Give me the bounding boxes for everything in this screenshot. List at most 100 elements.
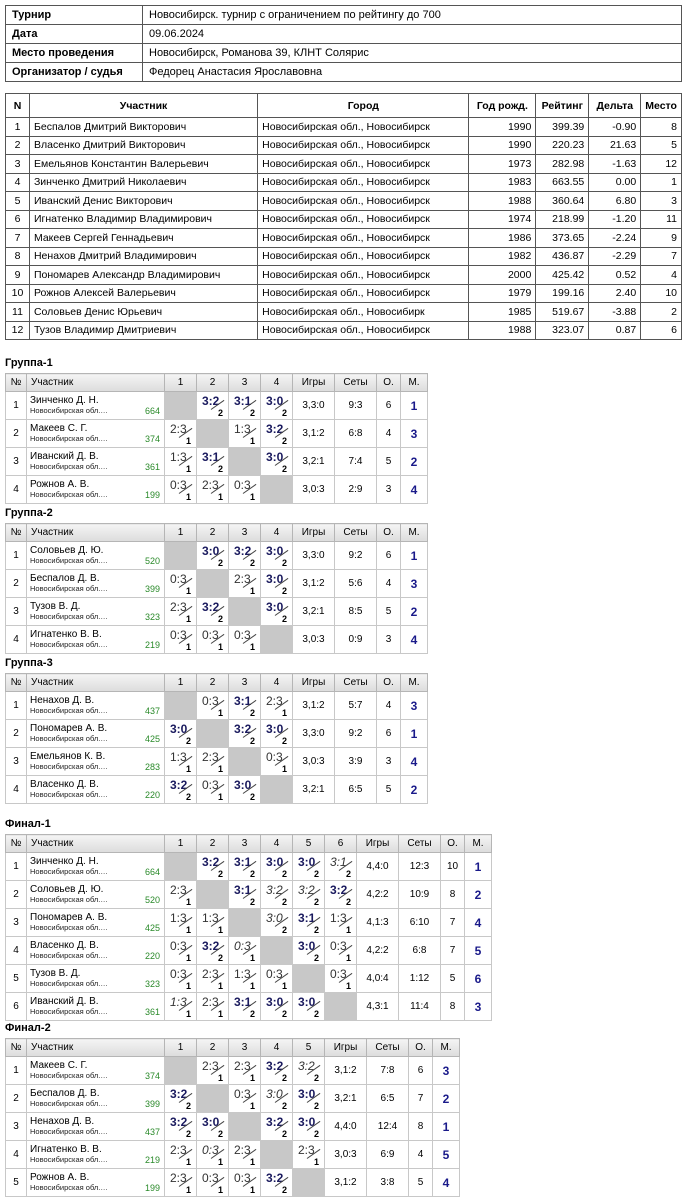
player-city: Новосибирская обл.… (30, 640, 108, 649)
place-cell: 4 (400, 625, 428, 654)
group-table: № Участник 1 2 3 4 5 6 Игры Сеты О. М. 1 Зинченко Д. … (5, 834, 492, 1021)
score-points: 1 (249, 436, 255, 446)
group-header: № (5, 834, 27, 853)
player-city: Новосибирская обл.… (30, 951, 108, 960)
match-score-cell: 0:3 1 (260, 964, 293, 993)
match-score: 0:3 1 (197, 692, 228, 719)
player-name: Тузов В. Д. (30, 601, 81, 612)
match-score-cell: 3:2 2 (196, 597, 229, 626)
participant-cell: 12 (5, 320, 30, 340)
games-cell: 3,0:3 (292, 625, 335, 654)
info-row: Дата 09.06.2024 (5, 24, 682, 44)
match-score-cell: 1:3 1 (228, 964, 261, 993)
score-sets: 2:3 (202, 995, 219, 1009)
group-header: М. (400, 523, 428, 542)
score-points: 2 (345, 897, 351, 907)
participant-cell: 1988 (468, 320, 537, 340)
participant-cell: 199.16 (535, 283, 590, 303)
participant-cell: Новосибирская обл., Новосибирск (257, 246, 470, 266)
group-header: Сеты (334, 523, 377, 542)
score-points: 2 (217, 464, 223, 474)
player-name: Соловьев Д. Ю. (30, 884, 104, 895)
participant-cell: 218.99 (535, 209, 590, 229)
diagonal-cell (196, 719, 229, 748)
match-score: 3:2 2 (165, 1085, 196, 1112)
points-cell: 5 (408, 1168, 433, 1197)
participant-cell: -1.20 (588, 209, 642, 229)
player-city: Новосибирская обл.… (30, 923, 108, 932)
diagonal-cell (196, 1084, 229, 1113)
score-points: 1 (281, 708, 287, 718)
match-score-cell: 3:2 2 (196, 391, 229, 420)
match-score-cell: 0:3 1 (228, 1168, 261, 1197)
participant-cell: Новосибирская обл., Новосибирск (257, 154, 470, 174)
row-number: 4 (5, 936, 27, 965)
score-sets: 2:3 (234, 572, 251, 586)
group-header: 2 (196, 523, 229, 542)
diagonal-cell (260, 475, 293, 504)
match-score: 0:3 1 (197, 626, 228, 653)
games-cell: 4,4:0 (324, 1112, 367, 1141)
group-row: 1 Зинченко Д. Н. Новосибирская обл.… 664 3:2… (5, 852, 492, 881)
player-rating: 520 (144, 895, 160, 905)
group-header: 2 (196, 1038, 229, 1057)
sets-cell: 1:12 (398, 964, 441, 993)
score-sets: 1:3 (170, 911, 187, 925)
group-header: О. (376, 373, 401, 392)
match-score: 3:0 2 (197, 542, 228, 569)
group-header-row: № Участник 1 2 3 4 Игры Сеты О. М. (5, 523, 428, 542)
match-score: 2:3 1 (165, 1169, 196, 1196)
place-cell: 1 (464, 852, 492, 881)
match-score-cell: 0:3 1 (164, 936, 197, 965)
score-points: 2 (185, 1129, 191, 1139)
participant-row: 4 Зинченко Дмитрий Николаевич Новосибирска… (5, 172, 682, 192)
score-sets: 3:2 (298, 883, 315, 897)
participant-cell: 4 (640, 265, 682, 285)
score-points: 2 (345, 869, 351, 879)
points-cell: 5 (376, 447, 401, 476)
match-score-cell: 1:3 1 (164, 992, 197, 1021)
player-rating: 323 (144, 612, 160, 622)
diagonal-cell (228, 1112, 261, 1141)
diagonal-cell (164, 391, 197, 420)
player-city: Новосибирская обл.… (30, 895, 108, 904)
sets-cell: 9:2 (334, 719, 377, 748)
group-table: № Участник 1 2 3 4 Игры Сеты О. М. 1 Соловьев Д. Ю.… (5, 523, 428, 654)
match-score-cell: 3:2 2 (164, 775, 197, 804)
match-score: 3:0 2 (261, 392, 292, 419)
info-value: Новосибирск. турнир с ограничением по ре… (142, 5, 682, 25)
participant-cell: 519.67 (535, 302, 590, 322)
info-label: Организатор / судья (5, 62, 143, 82)
row-number: 3 (5, 447, 27, 476)
participant-cell: 10 (640, 283, 682, 303)
player-city: Новосибирская обл.… (30, 1071, 108, 1080)
match-score-cell: 0:3 1 (196, 1168, 229, 1197)
row-number: 5 (5, 964, 27, 993)
participant-cell: -1.63 (588, 154, 642, 174)
place-cell: 1 (400, 391, 428, 420)
score-points: 2 (281, 869, 287, 879)
participant-cell: Макеев Сергей Геннадьевич (28, 228, 259, 248)
score-points: 1 (217, 492, 223, 502)
group-title: Группа-3 (5, 657, 53, 669)
group-row: 2 Пономарев А. В. Новосибирская обл.… 425 3:… (5, 719, 428, 748)
match-score: 0:3 1 (165, 937, 196, 964)
participants-header: Участник (28, 93, 259, 118)
match-score-cell: 3:0 2 (260, 447, 293, 476)
score-points: 2 (281, 1009, 287, 1019)
match-score-cell: 3:1 2 (228, 992, 261, 1021)
group-header-row: № Участник 1 2 3 4 5 6 Игры Сеты О. М. (5, 834, 492, 853)
player-rating: 664 (144, 867, 160, 877)
player-name: Власенко Д. В. (30, 779, 99, 790)
score-points: 1 (249, 1101, 255, 1111)
match-score-cell: 0:3 1 (228, 475, 261, 504)
player-cell: Соловьев Д. Ю. Новосибирская обл.… 520 (26, 541, 165, 570)
player-name: Тузов В. Д. (30, 968, 81, 979)
match-score: 3:2 2 (197, 853, 228, 880)
diagonal-cell (228, 447, 261, 476)
group-header: 2 (196, 834, 229, 853)
score-points: 2 (217, 408, 223, 418)
sets-cell: 8:5 (334, 597, 377, 626)
match-score-cell: 2:3 1 (164, 1168, 197, 1197)
group-header: Участник (26, 523, 165, 542)
